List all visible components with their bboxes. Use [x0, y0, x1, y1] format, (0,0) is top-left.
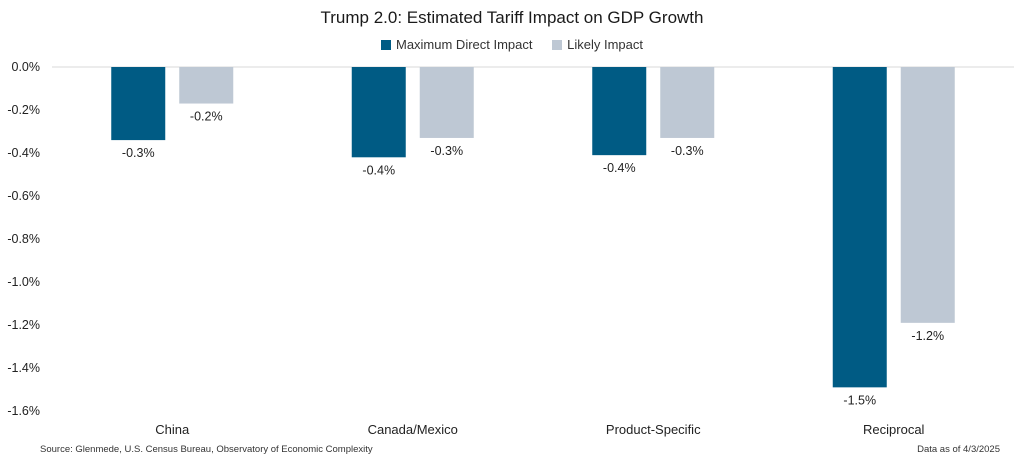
- bar-max-impact: [832, 67, 887, 388]
- legend-swatch-likely: [552, 40, 563, 50]
- legend-label-max: Maximum Direct Impact: [395, 37, 533, 52]
- data-label: -0.4%: [362, 163, 395, 177]
- data-label: -0.3%: [430, 144, 463, 158]
- date-note: Data as of 4/3/2025: [917, 444, 1000, 455]
- data-label: -0.3%: [122, 146, 155, 160]
- legend-swatch-max: [380, 40, 391, 50]
- legend: Maximum Direct Impact Likely Impact: [0, 37, 1024, 52]
- category-label: Canada/Mexico: [368, 422, 458, 437]
- chart-title: Trump 2.0: Estimated Tariff Impact on GD…: [320, 8, 704, 27]
- data-label: -0.4%: [603, 161, 636, 175]
- category-label: Reciprocal: [863, 422, 925, 437]
- data-label: -1.2%: [911, 329, 944, 343]
- data-label: -0.2%: [190, 110, 223, 124]
- bar-likely-impact: [660, 67, 715, 138]
- y-tick-label: -1.2%: [7, 318, 40, 332]
- data-label: -0.3%: [671, 144, 704, 158]
- y-tick-label: -0.4%: [7, 146, 40, 160]
- bar-max-impact: [592, 67, 647, 156]
- y-tick-label: -0.2%: [7, 103, 40, 117]
- y-tick-label: -1.6%: [7, 404, 40, 418]
- y-tick-label: -1.4%: [7, 361, 40, 375]
- legend-label-likely: Likely Impact: [567, 37, 644, 52]
- category-label: China: [155, 422, 190, 437]
- bar-likely-impact: [900, 67, 955, 323]
- legend-item-likely: Likely Impact: [552, 37, 643, 52]
- y-tick-label: -0.6%: [7, 189, 40, 203]
- bar-likely-impact: [419, 67, 474, 138]
- bar-max-impact: [111, 67, 166, 141]
- data-label: -1.5%: [843, 393, 876, 407]
- category-label: Product-Specific: [606, 422, 701, 437]
- y-tick-label: -0.8%: [7, 232, 40, 246]
- source-note: Source: Glenmede, U.S. Census Bureau, Ob…: [40, 444, 373, 455]
- bar-likely-impact: [179, 67, 234, 104]
- legend-item-max: Maximum Direct Impact: [380, 37, 533, 52]
- bar-max-impact: [351, 67, 406, 158]
- y-tick-label: -1.0%: [7, 275, 40, 289]
- y-tick-label: 0.0%: [12, 60, 41, 74]
